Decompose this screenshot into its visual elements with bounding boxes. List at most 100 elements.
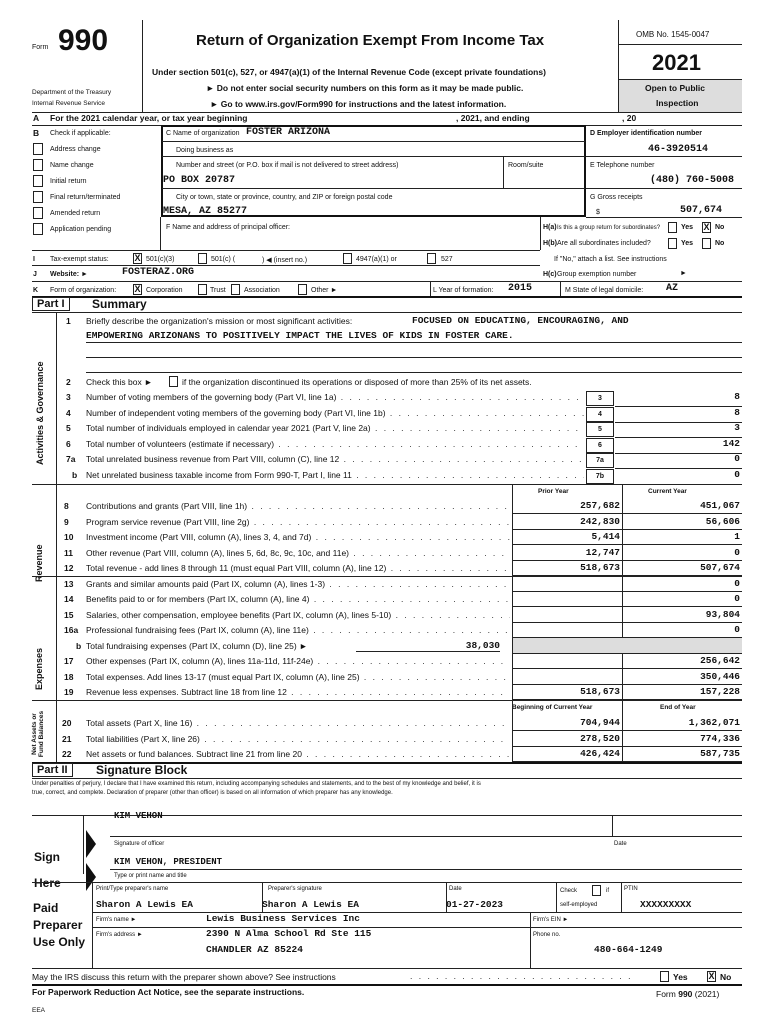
- line-number: 14: [64, 594, 74, 604]
- b-checkbox[interactable]: [33, 143, 43, 155]
- current-year-value[interactable]: 451,067: [700, 500, 740, 511]
- current-year-value[interactable]: 256,642: [700, 655, 740, 666]
- line-label: Total expenses. Add lines 13-17 (must eq…: [86, 671, 360, 682]
- other-checkbox[interactable]: [298, 284, 307, 295]
- hb-yes-checkbox[interactable]: [668, 238, 677, 249]
- preparer-signature[interactable]: Sharon A Lewis EA: [262, 899, 359, 910]
- prior-year-value[interactable]: 242,830: [580, 515, 620, 527]
- b-checkbox[interactable]: [33, 191, 43, 203]
- 4947-checkbox[interactable]: [343, 253, 352, 264]
- prior-year-value[interactable]: 518,673: [580, 562, 620, 573]
- trust-checkbox[interactable]: [198, 284, 207, 295]
- officer-signature[interactable]: KIM VEHON: [114, 811, 163, 821]
- end-year-value[interactable]: 1,362,071: [688, 717, 740, 728]
- sign-arrow-icon: [86, 830, 96, 858]
- side-label-expenses: Expenses: [34, 647, 44, 690]
- b-checkbox[interactable]: [33, 159, 43, 171]
- ha-no-checkbox[interactable]: X: [702, 222, 711, 233]
- current-year-value[interactable]: 0: [734, 593, 740, 604]
- line-value[interactable]: 0: [734, 468, 740, 480]
- 527-checkbox[interactable]: [427, 253, 436, 264]
- organization-box: [161, 125, 586, 217]
- line-label: Investment income (Part VIII, column (A)…: [86, 532, 312, 542]
- line-text: Total fundraising expenses (Part IX, col…: [86, 641, 510, 651]
- inspection: Inspection: [656, 98, 699, 108]
- part-2-tag: Part II: [32, 763, 73, 777]
- line-value[interactable]: 3: [734, 422, 740, 433]
- instructions-link[interactable]: ► Go to www.irs.gov/Form990 for instruct…: [210, 99, 507, 109]
- discontinued-checkbox[interactable]: [169, 376, 178, 387]
- preparer-date-label: Date: [449, 886, 462, 892]
- 501c-checkbox[interactable]: [198, 253, 207, 264]
- row-divider: [615, 468, 742, 469]
- current-year-value[interactable]: 350,446: [700, 670, 740, 682]
- association-label: Association: [244, 287, 280, 294]
- discuss-no-checkbox[interactable]: X: [707, 971, 716, 982]
- line-text: Other revenue (Part VIII, column (A), li…: [86, 547, 510, 558]
- gross-receipts: 507,674: [680, 205, 723, 216]
- prior-year-header: Prior Year: [538, 488, 569, 495]
- current-year-value[interactable]: 0: [734, 624, 740, 635]
- prior-year-value[interactable]: 257,682: [580, 500, 620, 511]
- b-checkbox[interactable]: [33, 223, 43, 235]
- line-value[interactable]: 8: [734, 391, 740, 402]
- here-label: Here: [34, 876, 61, 890]
- b-item-label: Address change: [50, 146, 101, 153]
- row-divider: [512, 668, 742, 669]
- end-year-value[interactable]: 774,336: [700, 732, 740, 744]
- other-label: Other ►: [311, 287, 338, 294]
- preparer-sig-label: Preparer's signature: [268, 886, 322, 892]
- perjury-line-2: true, correct, and complete. Declaration…: [32, 790, 393, 796]
- end-year-value[interactable]: 587,735: [700, 748, 740, 759]
- dollar-sign: $: [596, 209, 600, 216]
- form-subtitle: Under section 501(c), 527, or 4947(a)(1)…: [152, 67, 546, 77]
- corporation-checkbox[interactable]: X: [133, 284, 142, 295]
- check-label: Check: [560, 888, 578, 894]
- website-value[interactable]: FOSTERAZ.ORG: [122, 267, 195, 278]
- phone-label: E Telephone number: [590, 162, 655, 169]
- 501c-label: 501(c) (: [211, 256, 236, 263]
- discuss-yes-checkbox[interactable]: [660, 971, 669, 982]
- line-text: Contributions and grants (Part VIII, lin…: [86, 501, 510, 511]
- current-year-value[interactable]: 56,606: [705, 515, 740, 527]
- line-number: 18: [64, 671, 74, 682]
- line-text: Net assets or fund balances. Subtract li…: [86, 749, 510, 759]
- hb-no-checkbox[interactable]: [702, 238, 711, 249]
- b-checkbox[interactable]: [33, 175, 43, 187]
- begin-year-value[interactable]: 426,424: [580, 748, 620, 759]
- current-year-value[interactable]: 0: [734, 546, 740, 558]
- current-year-value[interactable]: 0: [734, 577, 740, 589]
- begin-year-value[interactable]: 704,944: [580, 717, 620, 728]
- prior-year-value[interactable]: 518,673: [580, 686, 620, 697]
- current-year-value[interactable]: 93,804: [705, 608, 740, 620]
- inline-value[interactable]: 38,030: [356, 640, 500, 652]
- line-text: Benefits paid to or for members (Part IX…: [86, 594, 510, 604]
- line-box-number: 6: [586, 437, 614, 453]
- line-box-number: 7a: [586, 453, 614, 468]
- line-label: Total unrelated business revenue from Pa…: [86, 454, 340, 464]
- ha-no-label: No: [715, 224, 725, 231]
- prior-year-value[interactable]: 5,414: [591, 531, 620, 542]
- line-text: Salaries, other compensation, employee b…: [86, 609, 510, 620]
- current-year-value[interactable]: 157,228: [700, 686, 740, 697]
- line-value[interactable]: 8: [734, 406, 740, 418]
- insert-no-label: ) ◀ (insert no.): [262, 257, 308, 264]
- line-value[interactable]: 142: [722, 437, 740, 449]
- association-checkbox[interactable]: [231, 284, 240, 295]
- phone-value: (480) 760-5008: [650, 175, 735, 186]
- 501c3-checkbox[interactable]: X: [133, 253, 142, 264]
- line-number: 11: [64, 547, 73, 558]
- current-year-value[interactable]: 1: [734, 531, 740, 542]
- current-year-value[interactable]: 507,674: [700, 562, 740, 573]
- prior-year-value[interactable]: 12,747: [585, 546, 620, 558]
- 527-label: 527: [441, 256, 453, 263]
- ha-yes-checkbox[interactable]: [668, 222, 677, 233]
- line-number: b: [72, 469, 78, 480]
- self-employed-checkbox[interactable]: [592, 885, 601, 896]
- begin-year-header: Beginning of Current Year: [512, 704, 593, 711]
- line-value[interactable]: 0: [734, 453, 740, 464]
- b-checkbox[interactable]: [33, 207, 43, 219]
- begin-year-value[interactable]: 278,520: [580, 732, 620, 744]
- b-letter: B: [33, 128, 40, 138]
- line-number: 12: [64, 563, 74, 573]
